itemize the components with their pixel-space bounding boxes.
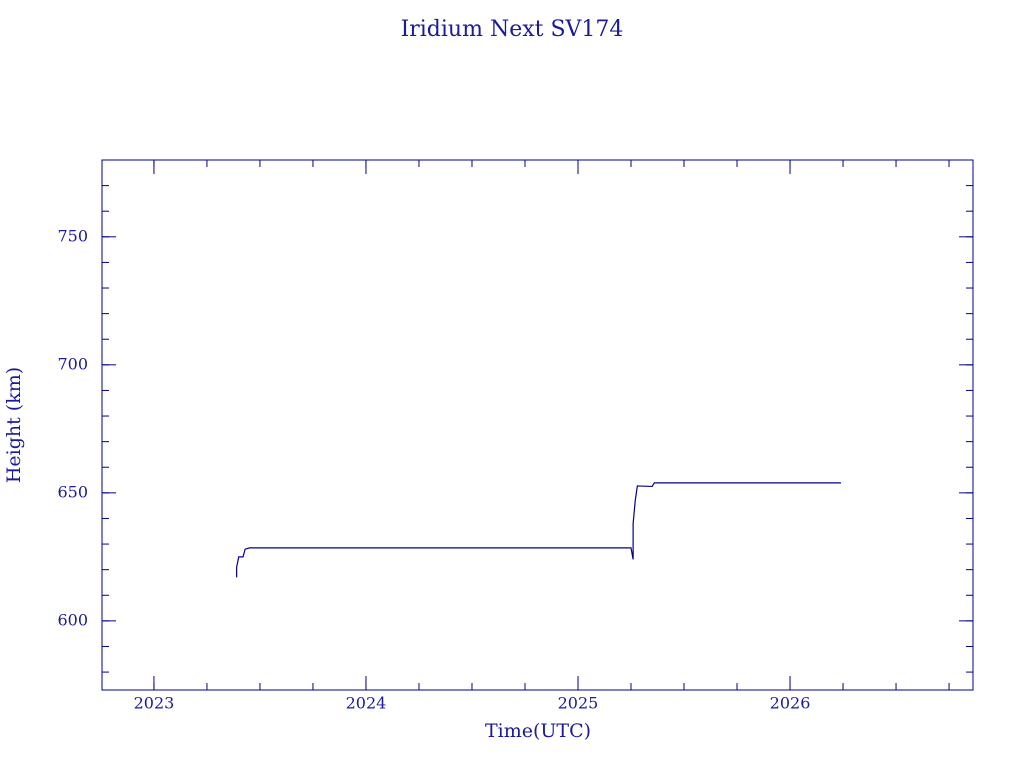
x-axis-label: Time(UTC) — [485, 720, 591, 742]
data-line — [236, 482, 841, 578]
y-tick-label: 600 — [57, 610, 88, 629]
y-tick-label: 750 — [57, 226, 88, 245]
plot-frame — [101, 159, 974, 691]
y-tick-label: 700 — [57, 354, 88, 373]
chart-title: Iridium Next SV174 — [401, 17, 624, 42]
y-tick-label: 650 — [57, 482, 88, 501]
x-tick-label: 2023 — [134, 694, 175, 713]
x-tick-label: 2024 — [346, 694, 387, 713]
x-tick-label: 2026 — [770, 694, 811, 713]
y-axis-label: Height (km) — [3, 367, 25, 483]
x-tick-label: 2025 — [558, 694, 599, 713]
